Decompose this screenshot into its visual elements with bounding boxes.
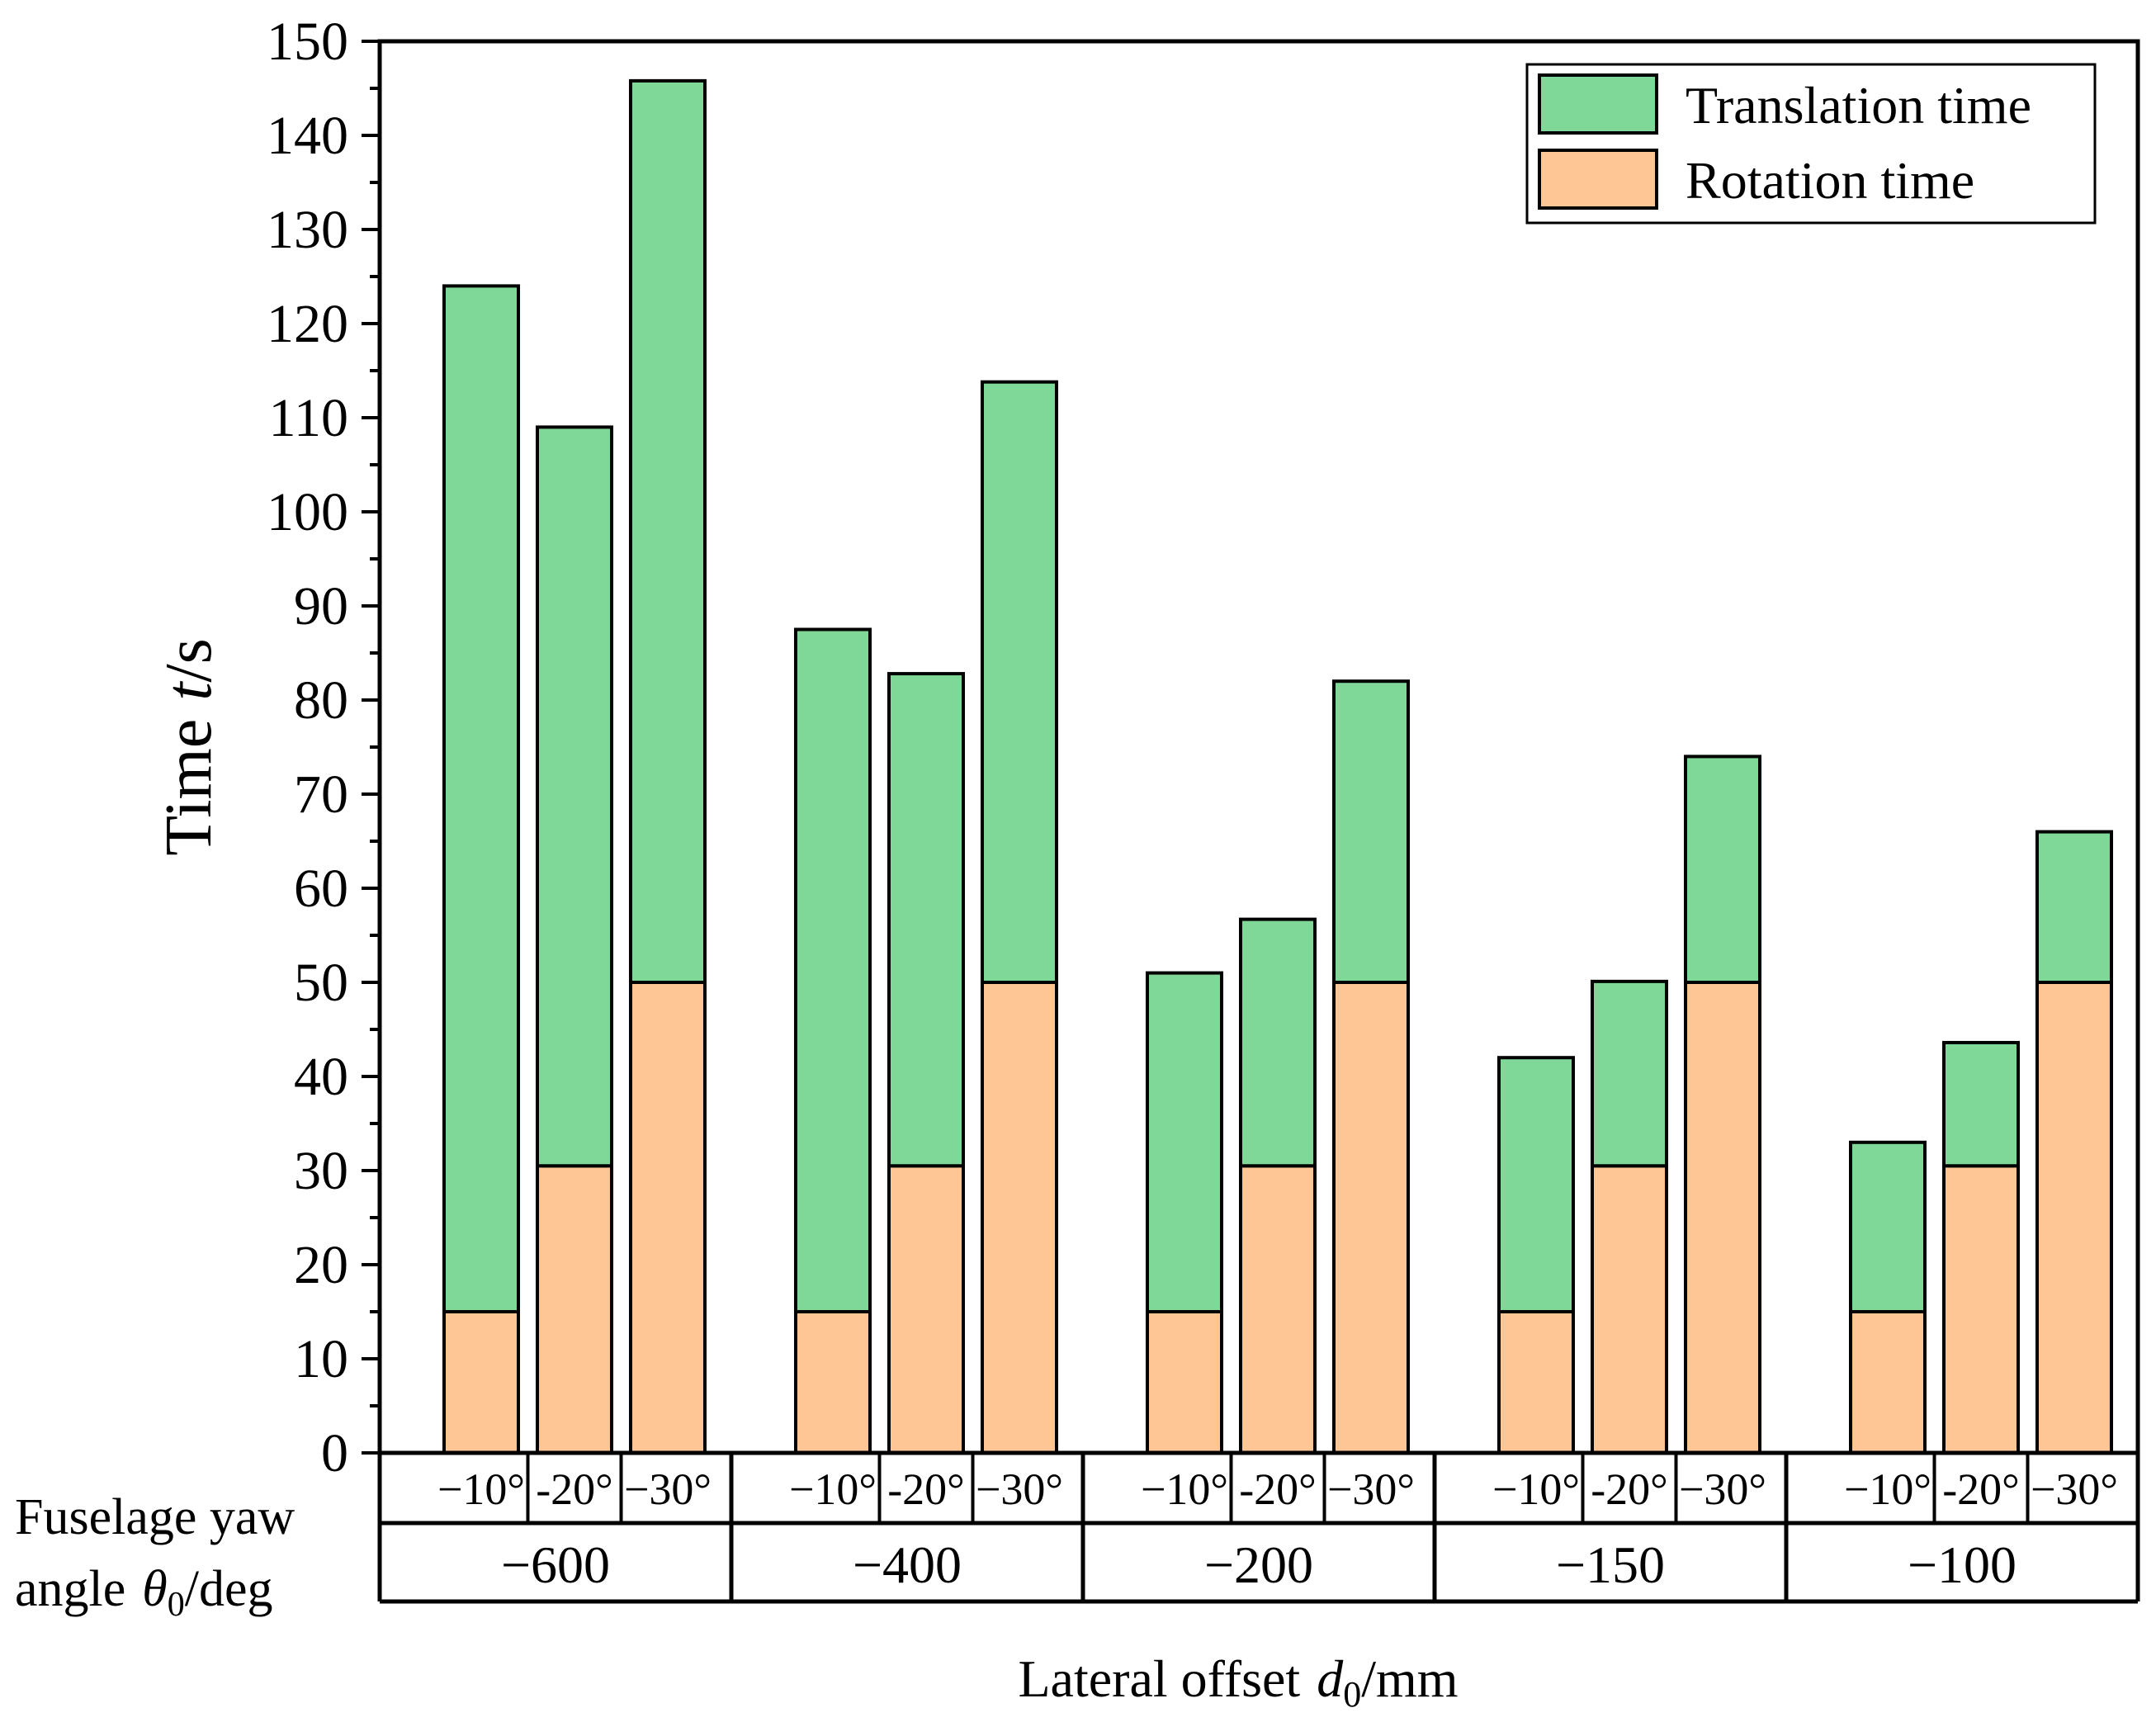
y-tick-label: 130	[267, 200, 348, 260]
bar-translation	[887, 672, 965, 1168]
angle-label: −30°	[1327, 1464, 1415, 1514]
legend-swatch-rotation	[1538, 149, 1658, 210]
angle-label: −30°	[1679, 1464, 1766, 1514]
bar-translation	[1942, 1040, 2020, 1168]
y-tick-label: 50	[294, 953, 348, 1013]
bar-rotation	[1332, 981, 1410, 1455]
y-tick-label: 0	[321, 1423, 348, 1483]
bar-rotation	[629, 981, 707, 1455]
angle-label: -20°	[1591, 1464, 1668, 1514]
bar-rotation	[887, 1164, 965, 1455]
angle-label: −10°	[789, 1464, 877, 1514]
bar-translation	[1684, 755, 1761, 985]
y-tick-label: 40	[294, 1047, 348, 1107]
angle-label: -20°	[1239, 1464, 1317, 1514]
bar-rotation	[1239, 1164, 1317, 1455]
angle-label: −10°	[1141, 1464, 1228, 1514]
y-tick-label: 140	[267, 106, 348, 166]
y-tick-label: 150	[267, 12, 348, 72]
y-tick-label: 70	[294, 764, 348, 825]
bar-rotation	[2035, 981, 2113, 1455]
bar-rotation	[981, 981, 1058, 1455]
bar-rotation	[442, 1310, 520, 1455]
offset-label: −100	[1908, 1535, 2017, 1594]
offset-label: −600	[501, 1535, 610, 1594]
y-tick-label: 10	[294, 1329, 348, 1389]
angle-label: -20°	[1942, 1464, 2020, 1514]
angle-label: −30°	[976, 1464, 1063, 1514]
bar-translation	[1849, 1140, 1927, 1314]
angle-label: -20°	[536, 1464, 613, 1514]
y-tick-label: 60	[294, 859, 348, 919]
angle-label: −30°	[624, 1464, 712, 1514]
bar-rotation	[794, 1310, 872, 1455]
bar-translation	[536, 425, 613, 1168]
bar-rotation	[1684, 981, 1761, 1455]
row-label-line1: Fuselage yaw	[15, 1489, 295, 1545]
y-tick-label: 110	[268, 388, 348, 448]
bar-rotation	[1497, 1310, 1575, 1455]
y-tick-label: 20	[294, 1235, 348, 1295]
y-tick-label: 80	[294, 670, 348, 731]
bar-rotation	[1591, 1164, 1668, 1455]
bar-rotation	[1849, 1310, 1927, 1455]
offset-label: −200	[1204, 1535, 1313, 1594]
bar-translation	[1332, 679, 1410, 984]
row-label-line2: angle θ0/deg	[15, 1561, 272, 1624]
offset-label: −150	[1556, 1535, 1665, 1594]
bar-translation	[1239, 917, 1317, 1168]
bar-translation	[1146, 971, 1223, 1313]
angle-label: −10°	[1492, 1464, 1580, 1514]
x-axis-label: Lateral offset d0/mm	[1018, 1649, 1458, 1715]
y-tick-label: 90	[294, 576, 348, 636]
bar-translation	[629, 78, 707, 984]
bars	[442, 78, 2113, 1455]
legend-label-translation: Translation time	[1686, 76, 2031, 135]
legend-swatch-translation	[1538, 73, 1658, 135]
plot-frame	[377, 39, 2140, 1455]
bar-rotation	[536, 1164, 613, 1455]
legend-label-rotation: Rotation time	[1686, 151, 1974, 210]
bar-rotation	[1942, 1164, 2020, 1455]
bar-translation	[1497, 1056, 1575, 1313]
angle-label: -20°	[887, 1464, 965, 1514]
y-axis: 0 10 20 30 40 50 60 70 80 90 100 110 120 130 140 150	[267, 12, 380, 1483]
angle-label: −10°	[1844, 1464, 1931, 1514]
category-table: −600−10° -20° −30°−400−10° -20° −30°−200−10°…	[377, 1453, 2140, 1604]
angle-label: −10°	[437, 1464, 525, 1514]
y-tick-label: 100	[267, 482, 348, 542]
y-tick-label: 120	[267, 294, 348, 354]
bar-translation	[981, 380, 1058, 984]
legend: Translation time Rotation time	[1525, 63, 2097, 225]
bar-translation	[1591, 979, 1668, 1168]
bar-translation	[442, 284, 520, 1313]
bar-rotation	[1146, 1310, 1223, 1455]
offset-label: −400	[853, 1535, 962, 1594]
y-tick-label: 30	[294, 1141, 348, 1201]
angle-label: −30°	[2031, 1464, 2118, 1514]
bar-translation	[2035, 830, 2113, 984]
bar-translation	[794, 627, 872, 1313]
y-axis-label: Timet/s	[153, 638, 225, 856]
